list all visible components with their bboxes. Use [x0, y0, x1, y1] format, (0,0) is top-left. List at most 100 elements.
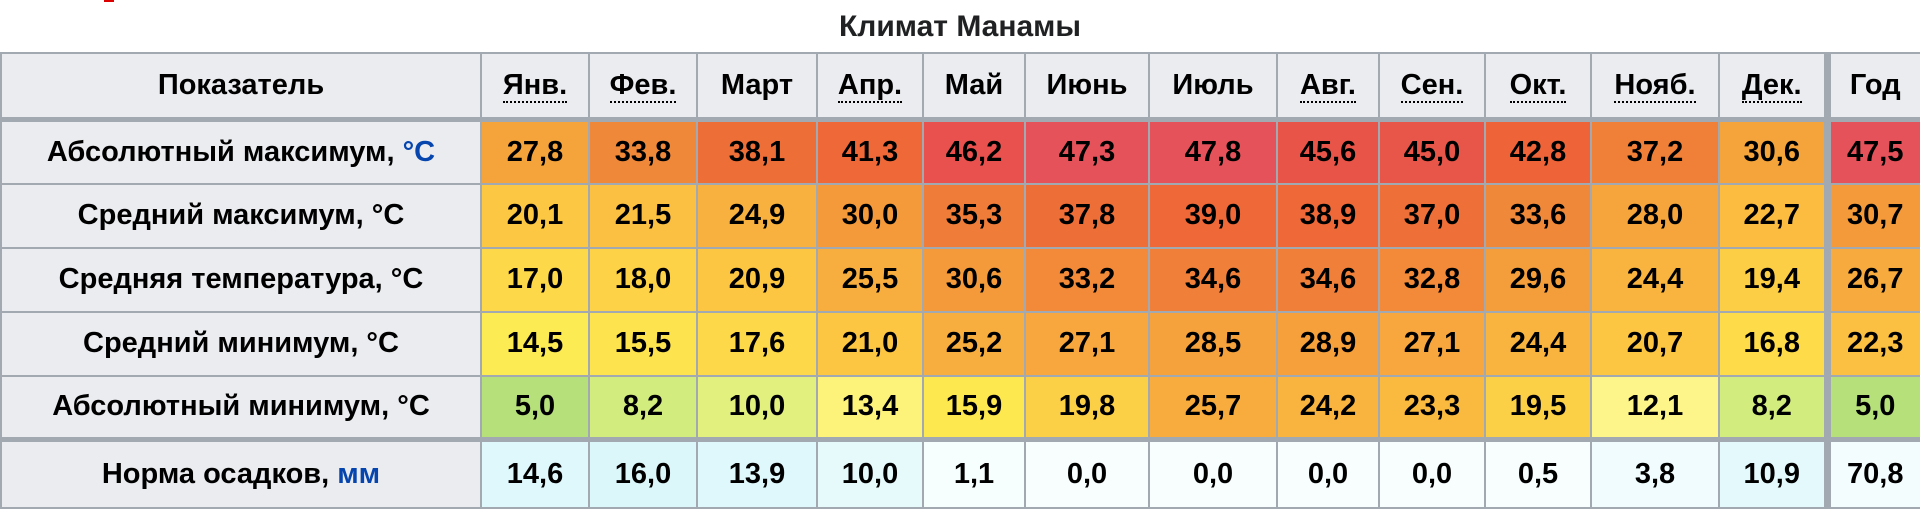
row-label: Средний максимум, °C: [0, 182, 482, 249]
value-cell: 5,0: [480, 374, 590, 441]
value-cell: 0,0: [1024, 437, 1150, 509]
value-cell: 34,6: [1276, 246, 1380, 313]
month-header-nov[interactable]: Нояб.: [1590, 52, 1720, 121]
value-cell: 20,9: [696, 246, 818, 313]
value-cell: 19,4: [1718, 246, 1828, 313]
value-cell: 47,3: [1024, 117, 1150, 185]
month-header-oct[interactable]: Окт.: [1484, 52, 1592, 121]
value-cell: 30,0: [816, 182, 924, 249]
value-cell: 19,5: [1484, 374, 1592, 441]
month-header-jun[interactable]: Июнь: [1024, 52, 1150, 121]
year-value-cell: 30,7: [1823, 182, 1920, 249]
unit-link[interactable]: мм: [337, 457, 381, 490]
avg-min-row: Средний минимум, °C 14,5 15,5 17,6 21,0 25,2 2…: [0, 310, 1920, 377]
year-value-cell: 22,3: [1823, 310, 1920, 377]
value-cell: 19,8: [1024, 374, 1150, 441]
value-cell: 15,9: [922, 374, 1026, 441]
value-cell: 8,2: [1718, 374, 1828, 441]
value-cell: 42,8: [1484, 117, 1592, 185]
month-header-dec[interactable]: Дек.: [1718, 52, 1828, 121]
value-cell: 0,0: [1148, 437, 1278, 509]
row-label-text: Абсолютный минимум, °C: [52, 390, 430, 423]
climate-table: Показатель Янв. Фев. Март Апр. Май Июнь …: [0, 52, 1920, 509]
value-cell: 20,1: [480, 182, 590, 249]
value-cell: 8,2: [588, 374, 698, 441]
indicator-header[interactable]: Показатель: [0, 52, 482, 121]
value-cell: 30,6: [922, 246, 1026, 313]
month-header-may[interactable]: Май: [922, 52, 1026, 121]
month-header-sep[interactable]: Сен.: [1378, 52, 1486, 121]
value-cell: 28,9: [1276, 310, 1380, 377]
value-cell: 25,5: [816, 246, 924, 313]
value-cell: 10,0: [816, 437, 924, 509]
value-cell: 41,3: [816, 117, 924, 185]
value-cell: 13,4: [816, 374, 924, 441]
value-cell: 28,0: [1590, 182, 1720, 249]
row-label: Абсолютный минимум, °C: [0, 374, 482, 441]
value-cell: 28,5: [1148, 310, 1278, 377]
year-value-cell: 5,0: [1823, 374, 1920, 441]
month-header-jul[interactable]: Июль: [1148, 52, 1278, 121]
value-cell: 35,3: [922, 182, 1026, 249]
abs-max-row: Абсолютный максимум, °C 27,8 33,8 38,1 41,3 4…: [0, 117, 1920, 185]
month-header-feb[interactable]: Фев.: [588, 52, 698, 121]
value-cell: 17,0: [480, 246, 590, 313]
value-cell: 37,0: [1378, 182, 1486, 249]
value-cell: 0,0: [1378, 437, 1486, 509]
value-cell: 3,8: [1590, 437, 1720, 509]
value-cell: 32,8: [1378, 246, 1486, 313]
value-cell: 39,0: [1148, 182, 1278, 249]
value-cell: 10,9: [1718, 437, 1828, 509]
row-label-text: Норма осадков,: [101, 457, 338, 490]
value-cell: 33,6: [1484, 182, 1592, 249]
value-cell: 27,8: [480, 117, 590, 185]
header-row: Показатель Янв. Фев. Март Апр. Май Июнь …: [0, 52, 1920, 121]
year-header[interactable]: Год: [1823, 52, 1920, 121]
value-cell: 24,2: [1276, 374, 1380, 441]
unit-link[interactable]: °C: [402, 135, 436, 168]
value-cell: 24,9: [696, 182, 818, 249]
value-cell: 38,9: [1276, 182, 1380, 249]
precip-row: Норма осадков, мм 14,6 16,0 13,9 10,0 1,1 0,0 0…: [0, 437, 1920, 509]
value-cell: 33,2: [1024, 246, 1150, 313]
row-label: Абсолютный максимум, °C: [0, 117, 482, 185]
row-label: Норма осадков, мм: [0, 437, 482, 509]
value-cell: 23,3: [1378, 374, 1486, 441]
value-cell: 16,8: [1718, 310, 1828, 377]
value-cell: 17,6: [696, 310, 818, 377]
month-header-aug[interactable]: Авг.: [1276, 52, 1380, 121]
month-header-jan[interactable]: Янв.: [480, 52, 590, 121]
value-cell: 24,4: [1590, 246, 1720, 313]
value-cell: 33,8: [588, 117, 698, 185]
value-cell: 14,5: [480, 310, 590, 377]
year-value-cell: 70,8: [1823, 437, 1920, 509]
month-header-apr[interactable]: Апр.: [816, 52, 924, 121]
value-cell: 0,0: [1276, 437, 1380, 509]
value-cell: 45,0: [1378, 117, 1486, 185]
value-cell: 37,8: [1024, 182, 1150, 249]
value-cell: 0,5: [1484, 437, 1592, 509]
value-cell: 27,1: [1024, 310, 1150, 377]
value-cell: 14,6: [480, 437, 590, 509]
row-label: Средний минимум, °C: [0, 310, 482, 377]
climate-body: Абсолютный максимум, °C 27,8 33,8 38,1 41,3 4…: [0, 117, 1920, 509]
value-cell: 21,0: [816, 310, 924, 377]
avg-temp-row: Средняя температура, °C 17,0 18,0 20,9 25,5 3…: [0, 246, 1920, 313]
value-cell: 37,2: [1590, 117, 1720, 185]
value-cell: 22,7: [1718, 182, 1828, 249]
value-cell: 30,6: [1718, 117, 1828, 185]
value-cell: 20,7: [1590, 310, 1720, 377]
year-value-cell: 26,7: [1823, 246, 1920, 313]
month-header-mar[interactable]: Март: [696, 52, 818, 121]
value-cell: 27,1: [1378, 310, 1486, 377]
value-cell: 24,4: [1484, 310, 1592, 377]
row-label: Средняя температура, °C: [0, 246, 482, 313]
value-cell: 45,6: [1276, 117, 1380, 185]
value-cell: 21,5: [588, 182, 698, 249]
value-cell: 1,1: [922, 437, 1026, 509]
abs-min-row: Абсолютный минимум, °C 5,0 8,2 10,0 13,4 15,9…: [0, 374, 1920, 441]
value-cell: 47,8: [1148, 117, 1278, 185]
row-label-text: Средняя температура, °C: [58, 263, 424, 295]
value-cell: 13,9: [696, 437, 818, 509]
table-caption: Климат Манамы: [839, 10, 1081, 43]
